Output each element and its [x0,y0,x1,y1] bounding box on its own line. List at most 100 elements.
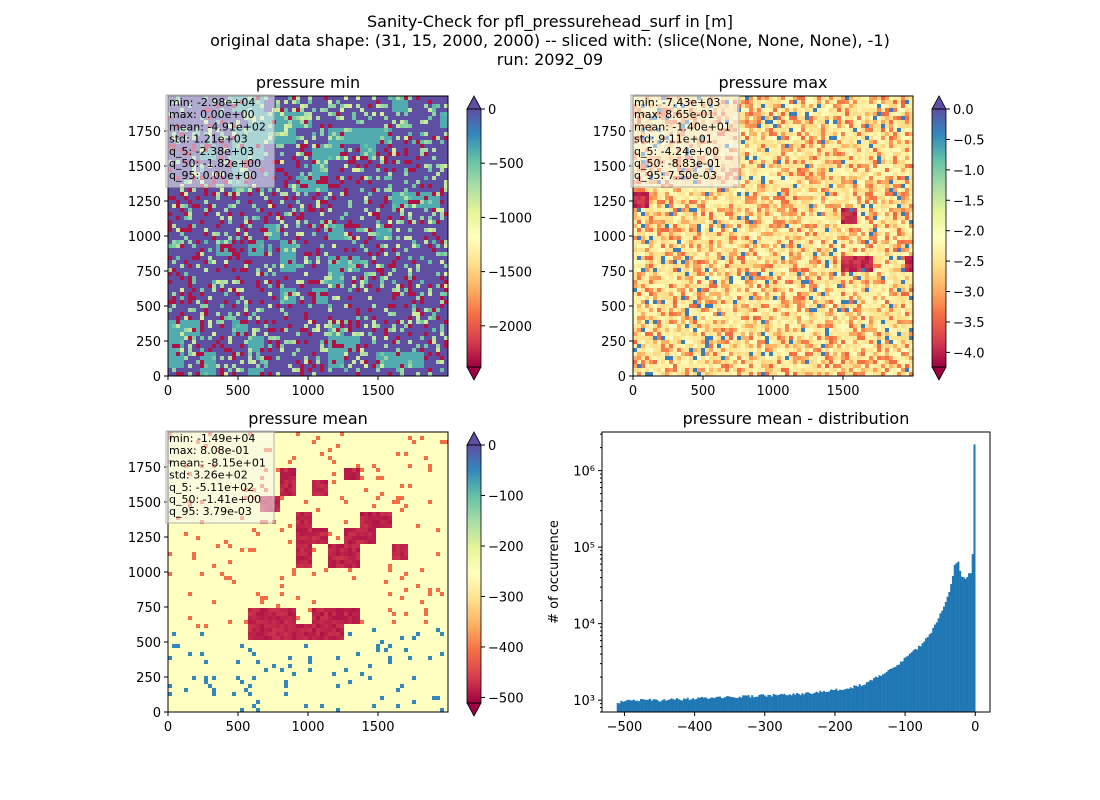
heatmap-cell [412,352,417,357]
heatmap-cell [240,260,245,265]
heatmap-cell [304,224,309,229]
heatmap-cell [352,232,357,237]
heatmap-cell [328,140,333,145]
heatmap-cell [196,348,201,353]
heatmap-cell [284,200,289,205]
heatmap-cell [220,316,225,321]
heatmap-cell [316,224,321,229]
heatmap-cell [248,204,253,209]
heatmap-cell [308,244,313,249]
heatmap-cell [412,196,417,201]
heatmap-cell [272,328,277,333]
heatmap-cell [412,268,417,273]
heatmap-cell [288,364,293,369]
heatmap-cell [296,272,301,277]
heatmap-cell [268,288,273,293]
heatmap-cell [324,348,329,353]
heatmap-cell [444,344,448,349]
stats-line: min: -2.98e+04 [169,96,255,109]
heatmap-cell [256,296,261,301]
heatmap-cell [324,120,329,125]
heatmap-cell [428,136,433,141]
heatmap-cell [364,308,369,313]
heatmap-cell [212,276,217,281]
heatmap-cell [296,328,301,333]
heatmap-cell [284,284,289,289]
heatmap-cell [424,296,429,301]
heatmap-cell [232,232,237,237]
heatmap-cell [224,288,229,293]
heatmap-cell [392,276,397,281]
heatmap-cell [352,260,357,265]
heatmap-cell [172,364,177,369]
heatmap-cell [248,240,253,245]
heatmap-cell [236,324,241,329]
heatmap-cell [372,156,377,161]
heatmap-cell [440,252,445,257]
heatmap-cell [300,180,305,185]
heatmap-cell [312,144,317,149]
heatmap-cell [352,160,357,165]
heatmap-cell [324,160,329,165]
heatmap-cell [316,368,321,373]
heatmap-cell [196,292,201,297]
heatmap-cell [204,192,209,197]
heatmap-cell [432,104,437,109]
heatmap-cell [264,200,269,205]
heatmap-cell [260,212,265,217]
heatmap-cell [320,236,325,241]
heatmap-cell [172,272,177,277]
heatmap-cell [344,152,349,157]
heatmap-cell [444,224,448,229]
heatmap-cell [396,224,401,229]
heatmap-cell [172,216,177,221]
heatmap-cell [408,364,413,369]
heatmap-cell [280,132,285,137]
heatmap-cell [412,120,417,125]
heatmap-cell [312,108,317,113]
heatmap-cell [188,324,193,329]
heatmap-cell [312,272,317,277]
heatmap-cell [368,288,373,293]
heatmap-cell [288,320,293,325]
heatmap-cell [356,176,361,181]
heatmap-cell [368,304,373,309]
heatmap-cell [388,284,393,289]
heatmap-cell [176,248,181,253]
heatmap-cell [176,240,181,245]
heatmap-cell [176,204,181,209]
heatmap-cell [236,352,241,357]
heatmap-cell [216,192,221,197]
heatmap-cell [328,352,333,357]
heatmap-cell [368,192,373,197]
heatmap-cell [264,236,269,241]
heatmap-cell [264,212,269,217]
heatmap-cell [428,108,433,113]
heatmap-cell [412,276,417,281]
y-tick-label: 1500 [128,160,161,175]
heatmap-cell [428,280,433,285]
heatmap-cell [372,232,377,237]
heatmap-cell [412,128,417,133]
heatmap-cell [380,100,385,105]
heatmap-cell [340,260,345,265]
heatmap-cell [168,340,173,345]
heatmap-cell [368,352,373,357]
heatmap-cell [396,316,401,321]
heatmap-cell [328,296,333,301]
heatmap-cell [224,332,229,337]
heatmap-cell [348,136,353,141]
heatmap-cell [212,328,217,333]
heatmap-cell [352,184,357,189]
heatmap-cell [388,100,393,105]
heatmap-cell [288,104,293,109]
heatmap-cell [176,200,181,205]
heatmap-cell [288,132,293,137]
heatmap-cell [212,212,217,217]
heatmap-cell [284,176,289,181]
heatmap-cell [228,204,233,209]
heatmap-cell [340,328,345,333]
heatmap-cell [392,272,397,277]
heatmap-cell [444,288,448,293]
